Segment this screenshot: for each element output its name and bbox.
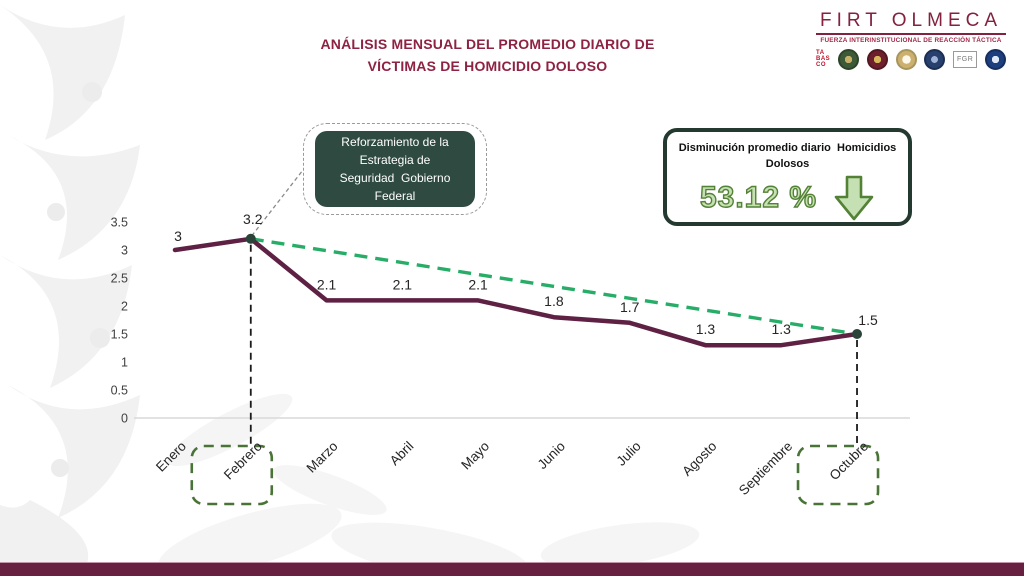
callout-line: Seguridad Gobierno (339, 171, 451, 185)
x-axis-month-label: Enero (153, 439, 189, 475)
strategy-callout: Reforzamiento de la Estrategia de Seguri… (303, 123, 487, 215)
data-point-label: 1.7 (620, 299, 640, 315)
data-point-marker (852, 329, 863, 339)
stat-title-line-1: Disminución promedio diario Homicidios (678, 142, 897, 154)
data-point-label: 3.2 (243, 211, 263, 227)
y-axis-tick-label: 0.5 (111, 384, 128, 398)
y-axis-tick-label: 1.5 (111, 328, 128, 342)
data-point-label: 2.1 (393, 276, 413, 292)
police-badge-icon (924, 48, 946, 70)
x-axis-month-label: Mayo (458, 439, 492, 473)
brand-name: FIRT OLMECA (819, 10, 1003, 31)
down-arrow-icon (834, 175, 874, 221)
stat-value-row: 53.12 % (667, 175, 908, 221)
x-axis-month-label: Abril (387, 439, 417, 469)
fgr-logo: FGR (953, 50, 978, 68)
brand-block: FIRT OLMECA FUERZA INTERINSTITUCIONAL DE… (816, 10, 1006, 71)
tabasco-logo-text: CO (816, 62, 826, 68)
agency-logos-row: TA BAS CO FGR (816, 47, 1006, 71)
x-axis-month-label: Julio (614, 439, 644, 469)
data-point-label: 1.5 (858, 312, 878, 328)
homicide-trend-chart: 3.5 3 2.5 2 1.5 1 0.5 0 3 3.2 2.1 2.1 2.1 1.8 1.7 1.3 1.… (111, 169, 910, 506)
highlighted-month-box (796, 444, 880, 506)
tabasco-logo-text: BAS (816, 56, 831, 62)
strategy-callout-box: Reforzamiento de la Estrategia de Seguri… (315, 131, 475, 207)
tabasco-logo: TA BAS CO (816, 50, 830, 68)
footer-bar (0, 562, 1024, 576)
y-axis-tick-label: 1 (121, 356, 128, 370)
tabasco-logo-text: TA (816, 50, 825, 56)
y-axis-tick-label: 3.5 (111, 216, 128, 230)
x-axis-month-label: Septiembre (736, 439, 795, 498)
stat-title-line-2: Dolosos (765, 157, 810, 170)
series-line (172, 236, 860, 348)
data-point-label: 1.3 (696, 321, 716, 337)
agency-seal-icon (866, 48, 888, 70)
agency-seal-icon (837, 48, 859, 70)
data-point-label: 1.3 (772, 321, 792, 337)
highlighted-month-box (190, 444, 274, 506)
y-axis-tick-label: 0 (121, 412, 128, 426)
agency-seal-icon (984, 48, 1006, 70)
data-point-label: 2.1 (468, 276, 488, 292)
y-axis-tick-label: 3 (121, 244, 128, 258)
x-axis-month-label: Agosto (679, 439, 719, 479)
agency-seal-icon (895, 48, 917, 70)
x-axis-month-label: Marzo (304, 439, 341, 476)
slide-title: ANÁLISIS MENSUAL DEL PROMEDIO DIARIO DE … (180, 34, 795, 77)
y-axis-tick-label: 2 (121, 300, 128, 314)
fgr-logo-text: FGR (957, 55, 974, 63)
trend-line (250, 237, 858, 336)
data-point-label: 3 (174, 228, 182, 244)
decrease-stat-box: Disminución promedio diario Homicidios D… (663, 128, 912, 226)
data-point-label: 1.8 (544, 293, 564, 309)
data-point-label: 2.1 (317, 276, 337, 292)
data-point-marker (245, 233, 256, 244)
callout-line: Reforzamiento de la (341, 135, 449, 149)
callout-line: Estrategia de (359, 153, 431, 167)
decrease-percentage-value: 53.12 % (699, 180, 818, 214)
slide-title-line-1: ANÁLISIS MENSUAL DEL PROMEDIO DIARIO DE (320, 36, 655, 52)
callout-line: Federal (374, 189, 416, 203)
brand-underline (816, 33, 1006, 35)
x-axis-month-label: Junio (535, 439, 568, 472)
y-axis-tick-label: 2.5 (111, 272, 128, 286)
brand-subtitle: FUERZA INTERINSTITUCIONAL DE REACCIÓN TÁ… (820, 37, 1002, 44)
slide-title-line-2: VÍCTIMAS DE HOMICIDIO DOLOSO (367, 57, 608, 74)
